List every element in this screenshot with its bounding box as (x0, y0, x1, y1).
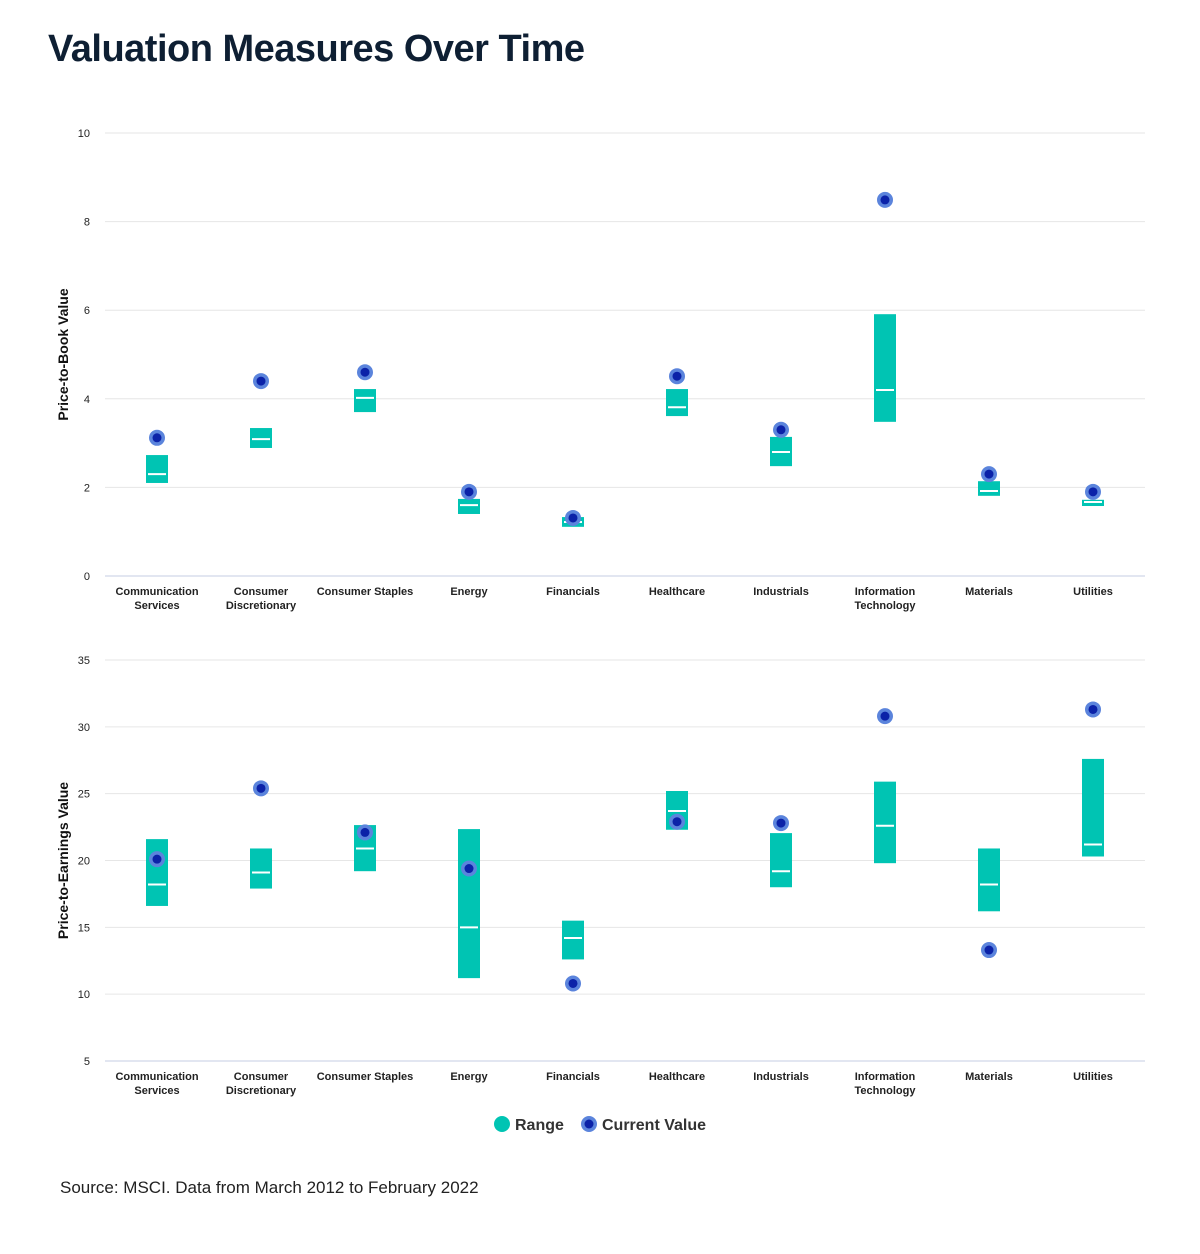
current-value-point-inner (984, 469, 994, 479)
x-tick-label: Energy (450, 586, 488, 598)
current-value-point-inner (568, 513, 578, 523)
x-tick-label: Communication (115, 1071, 198, 1083)
x-tick-label: Healthcare (649, 1071, 705, 1083)
x-tick-label: Financials (546, 1071, 600, 1083)
x-tick-label: Materials (965, 586, 1013, 598)
x-tick-label: Consumer (234, 586, 289, 598)
legend-range-label: Range (515, 1117, 564, 1134)
current-value-point-inner (776, 425, 786, 435)
x-tick-label: Services (134, 1085, 179, 1097)
y-tick-label: 10 (78, 989, 90, 1001)
x-tick-label: Consumer Staples (317, 1071, 414, 1083)
range-bar (458, 829, 480, 979)
y-tick-label: 2 (84, 482, 90, 494)
x-tick-label: Materials (965, 1071, 1013, 1083)
y-tick-label: 20 (78, 856, 90, 868)
y-tick-label: 25 (78, 789, 90, 801)
x-tick-label: Information (855, 586, 916, 598)
range-bar (978, 848, 1000, 912)
current-value-point-inner (568, 978, 578, 988)
source-note: Source: MSCI. Data from March 2012 to Fe… (60, 1178, 479, 1197)
x-tick-label: Industrials (753, 586, 809, 598)
y-tick-label: 5 (84, 1056, 90, 1068)
x-tick-label: Technology (855, 1085, 917, 1097)
range-bar (146, 839, 168, 906)
y-tick-label: 15 (78, 922, 90, 934)
range-bar (146, 455, 168, 483)
y-tick-label: 0 (84, 571, 90, 583)
range-bar (354, 389, 376, 413)
x-tick-label: Communication (115, 586, 198, 598)
current-value-point-inner (152, 854, 162, 864)
range-bar (666, 389, 688, 417)
current-value-point-inner (464, 864, 474, 874)
x-tick-label: Healthcare (649, 586, 705, 598)
current-value-point-inner (984, 945, 994, 955)
y-tick-label: 30 (78, 722, 90, 734)
current-value-point-inner (360, 367, 370, 377)
y-tick-label: 6 (84, 305, 90, 317)
y-tick-label: 10 (78, 128, 90, 140)
range-bar (978, 481, 1000, 496)
current-value-point-inner (672, 371, 682, 381)
current-value-point-inner (256, 783, 266, 793)
current-value-point-inner (880, 195, 890, 205)
current-value-point-inner (152, 433, 162, 443)
x-tick-label: Services (134, 600, 179, 612)
x-tick-label: Utilities (1073, 586, 1113, 598)
range-bar (1082, 758, 1104, 857)
range-bar (250, 428, 272, 448)
legend-range-swatch (494, 1116, 510, 1132)
x-tick-label: Discretionary (226, 600, 297, 612)
x-tick-label: Energy (450, 1071, 488, 1083)
y-axis-label: Price-to-Earnings Value (55, 782, 71, 939)
y-axis-label: Price-to-Book Value (55, 288, 71, 420)
current-value-point-inner (464, 487, 474, 497)
range-bar (874, 314, 896, 422)
range-bar (562, 920, 584, 960)
y-tick-label: 35 (78, 655, 90, 667)
x-tick-label: Information (855, 1071, 916, 1083)
range-bar (874, 781, 896, 864)
x-tick-label: Utilities (1073, 1071, 1113, 1083)
x-tick-label: Consumer Staples (317, 586, 414, 598)
y-tick-label: 8 (84, 217, 90, 229)
x-tick-label: Discretionary (226, 1085, 297, 1097)
legend-current-label: Current Value (602, 1117, 706, 1134)
range-bar (458, 498, 480, 514)
current-value-point-inner (1088, 487, 1098, 497)
x-tick-label: Technology (855, 600, 917, 612)
current-value-point-inner (360, 827, 370, 837)
y-tick-label: 4 (84, 394, 90, 406)
legend-current-swatch-inner (584, 1119, 594, 1129)
page-title: Valuation Measures Over Time (48, 28, 585, 70)
x-tick-label: Consumer (234, 1071, 289, 1083)
current-value-point-inner (776, 818, 786, 828)
current-value-point-inner (256, 376, 266, 386)
x-tick-label: Financials (546, 586, 600, 598)
range-bar (250, 848, 272, 889)
range-bar (770, 833, 792, 888)
current-value-point-inner (1088, 704, 1098, 714)
current-value-point-inner (880, 711, 890, 721)
x-tick-label: Industrials (753, 1071, 809, 1083)
current-value-point-inner (672, 817, 682, 827)
